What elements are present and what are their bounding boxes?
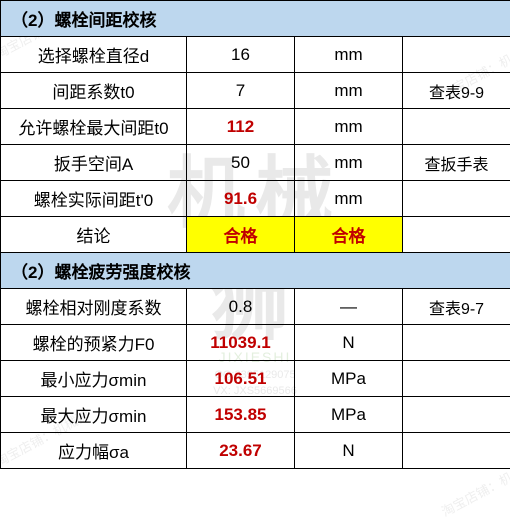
row-label: 螺栓实际间距t'0 xyxy=(1,181,187,217)
row-unit: mm xyxy=(295,73,403,109)
table-row: 最大应力σmin 153.85 MPa xyxy=(1,397,510,433)
row-unit: — xyxy=(295,289,403,325)
row-note xyxy=(403,397,510,433)
row-label: 应力幅σa xyxy=(1,433,187,469)
table-row: 应力幅σa 23.67 N xyxy=(1,433,510,469)
row-unit: mm xyxy=(295,37,403,73)
table-row: 选择螺栓直径d 16 mm xyxy=(1,37,510,73)
conclusion-label: 结论 xyxy=(1,217,187,253)
row-label: 螺栓相对刚度系数 xyxy=(1,289,187,325)
table-row: 螺栓的预紧力F0 11039.1 N xyxy=(1,325,510,361)
conclusion-value: 合格 xyxy=(224,227,258,246)
calc-table: （2）螺栓间距校核 选择螺栓直径d 16 mm 间距系数t0 7 mm 查表9-… xyxy=(0,0,510,469)
row-label: 最大应力σmin xyxy=(1,397,187,433)
row-note xyxy=(403,433,510,469)
table-row: 最小应力σmin 106.51 MPa xyxy=(1,361,510,397)
row-label: 扳手空间A xyxy=(1,145,187,181)
row-value: 106.51 xyxy=(187,361,295,397)
row-unit: mm xyxy=(295,145,403,181)
row-unit: mm xyxy=(295,181,403,217)
row-label: 允许螺栓最大间距t0 xyxy=(1,109,187,145)
row-value: 112 xyxy=(187,109,295,145)
row-note xyxy=(403,361,510,397)
section2-header: （2）螺栓疲劳强度校核 xyxy=(1,253,510,289)
table-row: 螺栓相对刚度系数 0.8 — 查表9-7 xyxy=(1,289,510,325)
section-header-row: （2）螺栓间距校核 xyxy=(1,1,510,37)
row-unit: N xyxy=(295,325,403,361)
table-row: 间距系数t0 7 mm 查表9-9 xyxy=(1,73,510,109)
row-note xyxy=(403,217,510,253)
row-note xyxy=(403,109,510,145)
section-header-row: （2）螺栓疲劳强度校核 xyxy=(1,253,510,289)
row-label: 选择螺栓直径d xyxy=(1,37,187,73)
row-unit: MPa xyxy=(295,397,403,433)
table-row: 扳手空间A 50 mm 查扳手表 xyxy=(1,145,510,181)
row-note: 查扳手表 xyxy=(403,145,510,181)
conclusion-row: 结论 合格 合格 xyxy=(1,217,510,253)
row-label: 间距系数t0 xyxy=(1,73,187,109)
row-value: 91.6 xyxy=(187,181,295,217)
row-note xyxy=(403,181,510,217)
row-note: 查表9-9 xyxy=(403,73,510,109)
row-note: 查表9-7 xyxy=(403,289,510,325)
row-value: 153.85 xyxy=(187,397,295,433)
row-value: 0.8 xyxy=(187,289,295,325)
row-note xyxy=(403,37,510,73)
row-value: 16 xyxy=(187,37,295,73)
table-row: 螺栓实际间距t'0 91.6 mm xyxy=(1,181,510,217)
row-value: 23.67 xyxy=(187,433,295,469)
row-value: 11039.1 xyxy=(187,325,295,361)
row-note xyxy=(403,325,510,361)
conclusion-value: 合格 xyxy=(332,227,366,246)
row-value: 7 xyxy=(187,73,295,109)
row-label: 最小应力σmin xyxy=(1,361,187,397)
section1-header: （2）螺栓间距校核 xyxy=(1,1,510,37)
table-row: 允许螺栓最大间距t0 112 mm xyxy=(1,109,510,145)
row-unit: MPa xyxy=(295,361,403,397)
row-unit: mm xyxy=(295,109,403,145)
row-label: 螺栓的预紧力F0 xyxy=(1,325,187,361)
row-unit: N xyxy=(295,433,403,469)
row-value: 50 xyxy=(187,145,295,181)
